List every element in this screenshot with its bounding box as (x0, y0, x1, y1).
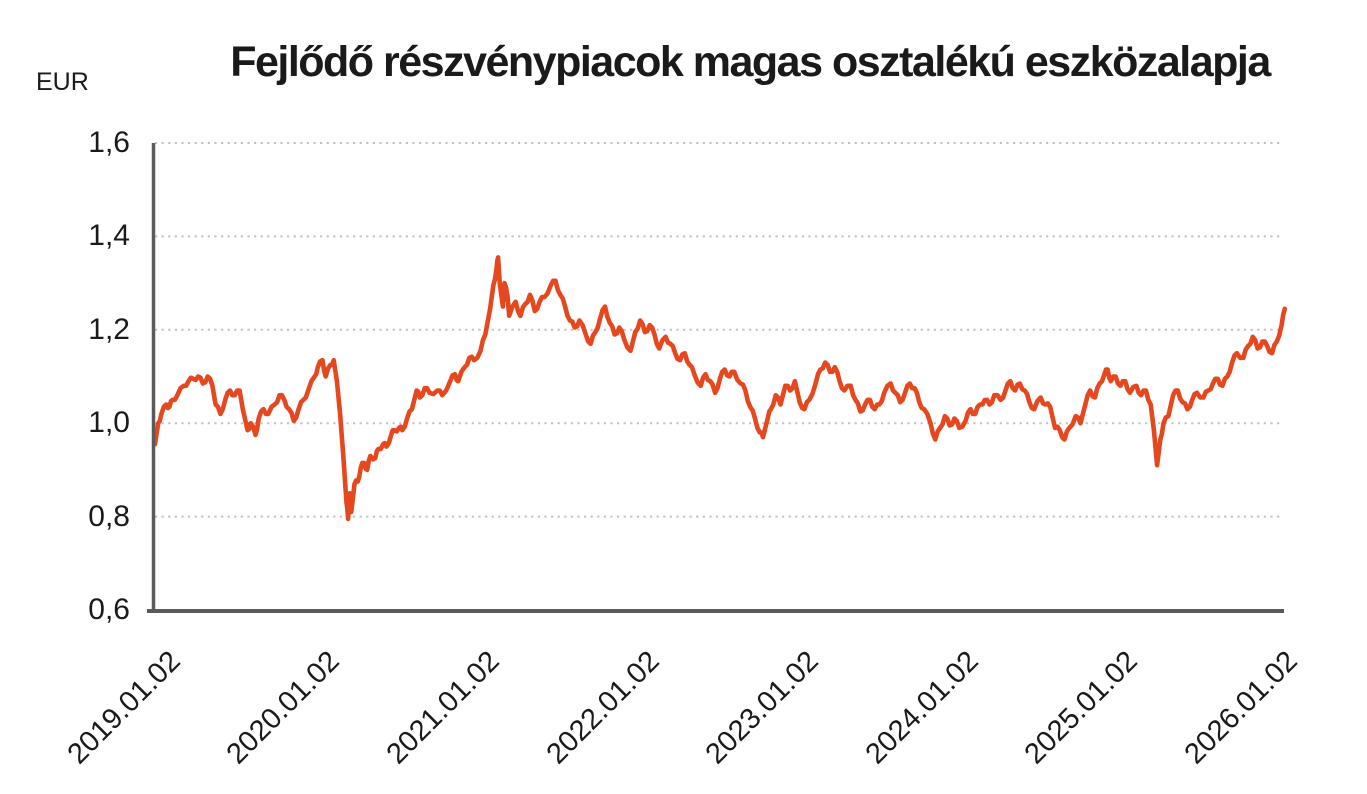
unit-label: EUR (36, 68, 89, 96)
chart-title: Fejlődő részvénypiacok magas osztalékú e… (230, 38, 1271, 86)
y-axis-tick-label: 1,6 (88, 126, 130, 159)
y-axis-tick-label: 1,0 (88, 406, 130, 440)
y-axis-tick-label: 1,4 (88, 219, 130, 253)
price-line (152, 255, 1288, 522)
y-axis-tick-label: 0,6 (88, 593, 130, 626)
y-axis-tick-label: 0,8 (88, 499, 130, 533)
y-axis-tick-label: 1,2 (88, 312, 130, 346)
